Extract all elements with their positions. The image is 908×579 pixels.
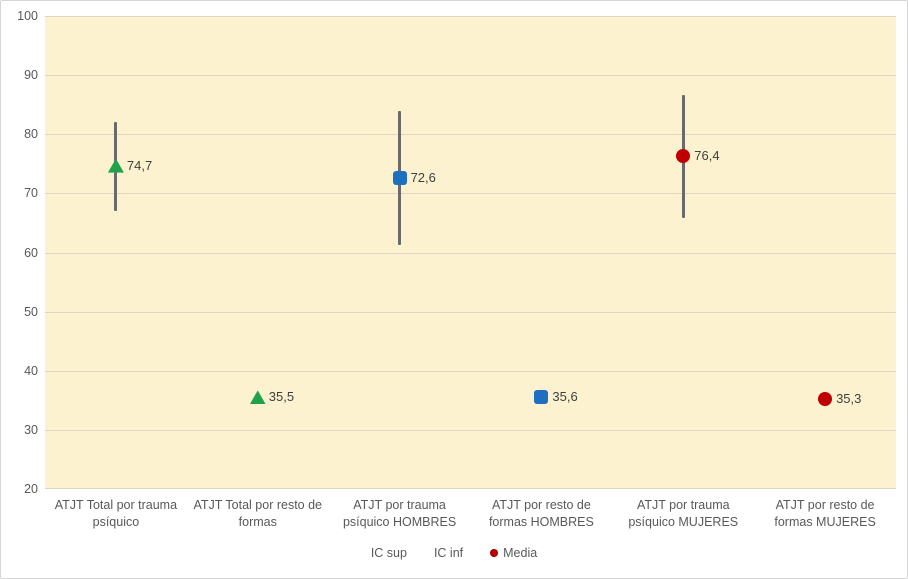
category-label: ATJT Total por trauma psíquico	[45, 497, 187, 531]
gridline	[45, 134, 896, 136]
category-label: ATJT por trauma psíquico MUJERES	[612, 497, 754, 531]
category-label: ATJT por trauma psíquico HOMBRES	[329, 497, 471, 531]
data-label: 74,7	[126, 157, 153, 173]
legend-label: IC sup	[370, 546, 407, 560]
y-tick-label: 90	[24, 68, 38, 83]
category-label-line: ATJT Total por trauma	[54, 498, 178, 512]
y-tick-label: 50	[24, 304, 38, 319]
media-marker-circle	[818, 391, 833, 406]
category-label-line: psíquico HOMBRES	[342, 515, 457, 529]
media-marker-square	[392, 171, 407, 185]
legend-item: IC sup	[371, 546, 407, 560]
y-tick-label: 80	[24, 127, 38, 142]
gridline	[45, 75, 896, 77]
media-marker-triangle	[249, 390, 266, 405]
category-label-line: ATJT por trauma	[353, 498, 446, 512]
category-label-line: psíquico	[92, 515, 140, 529]
y-tick-label: 70	[24, 186, 38, 201]
plot-area: 74,7 35,5 72,6 35,6 76,4 35,3	[45, 16, 896, 489]
gridline	[45, 193, 896, 195]
gridline	[45, 16, 896, 17]
data-label: 76,4	[694, 147, 720, 163]
legend-item: IC inf	[434, 546, 463, 560]
media-marker-square	[534, 389, 549, 404]
category-label-line: ATJT por resto de	[775, 498, 875, 512]
data-label: 72,6	[410, 170, 436, 185]
gridline	[45, 488, 896, 489]
data-label: 35,6	[552, 388, 578, 404]
y-tick-label: 40	[24, 363, 38, 378]
y-tick-label: 30	[24, 422, 38, 437]
category-label: ATJT por resto de formas MUJERES	[754, 497, 896, 531]
y-tick-label: 60	[24, 245, 38, 260]
data-label: 35,5	[268, 389, 295, 405]
category-label-line: formas	[238, 515, 277, 529]
legend-item: Media	[490, 546, 537, 560]
gridline	[45, 370, 896, 372]
legend-label: Media	[503, 546, 538, 560]
y-tick-label: 20	[24, 482, 38, 496]
gridline	[45, 429, 896, 431]
legend-media-dot-icon	[490, 549, 499, 557]
category-label-line: formas MUJERES	[774, 515, 876, 529]
media-marker-triangle	[107, 158, 124, 173]
data-label: 35,3	[836, 390, 862, 406]
category-label: ATJT Total por resto de formas	[187, 497, 329, 531]
category-label-line: formas HOMBRES	[488, 515, 594, 529]
category-label-line: ATJT por resto de	[491, 498, 591, 512]
legend-label: IC inf	[433, 546, 464, 560]
category-label-line: psíquico MUJERES	[628, 515, 739, 529]
y-tick-label: 100	[17, 9, 38, 23]
chart-legend: IC sup IC inf Media	[1, 546, 907, 560]
category-label: ATJT por resto de formas HOMBRES	[470, 497, 612, 531]
category-label-line: ATJT por trauma	[636, 498, 730, 512]
category-label-line: ATJT Total por resto de	[193, 498, 323, 512]
media-marker-circle	[676, 148, 691, 163]
gridline	[45, 252, 896, 254]
gridline	[45, 311, 896, 313]
